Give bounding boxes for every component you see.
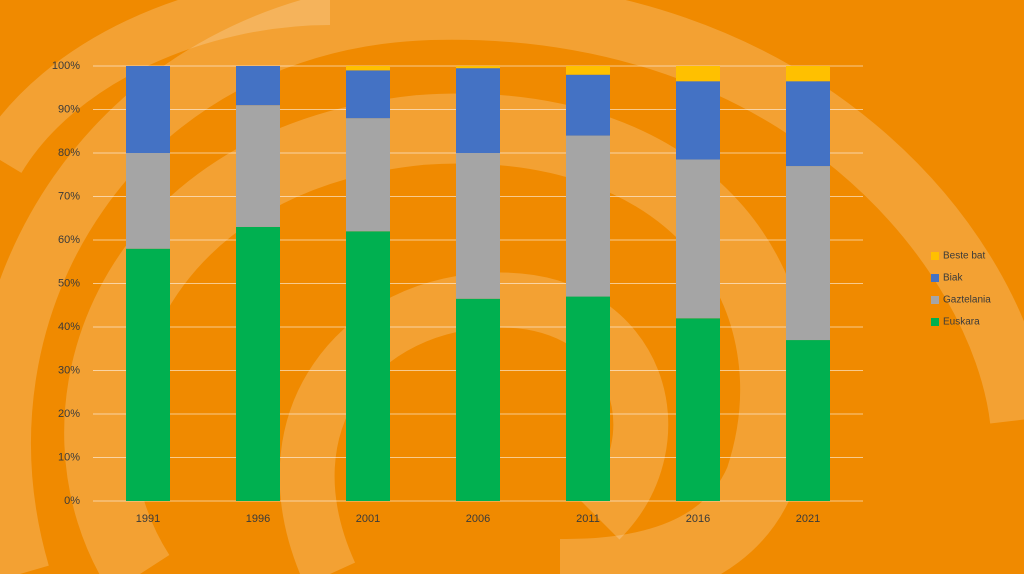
bar-segment <box>346 66 390 71</box>
bar-segment <box>566 66 610 75</box>
bar-segment <box>456 153 500 299</box>
bar-segment <box>786 81 830 167</box>
legend-text: Biak <box>943 273 963 284</box>
bar-segment <box>786 66 830 82</box>
bar-segment <box>236 105 280 227</box>
legend-text: Beste bat <box>943 251 985 262</box>
bar-segment <box>676 318 720 501</box>
x-tick-label: 1996 <box>246 513 270 525</box>
x-tick-label: 2001 <box>356 513 380 525</box>
bar-segment <box>126 248 170 501</box>
y-tick-label: 80% <box>58 147 80 159</box>
bar-segment <box>676 66 720 82</box>
bar-segment <box>126 153 170 249</box>
x-tick-label: 1991 <box>136 513 160 525</box>
bar-segment <box>676 159 720 319</box>
x-tick-label: 2011 <box>576 513 600 525</box>
y-tick-label: 40% <box>58 321 80 333</box>
bar-segment <box>456 66 500 69</box>
bar-segment <box>346 118 390 232</box>
bar-segment <box>456 68 500 153</box>
bar-segment <box>126 66 170 153</box>
bar-segment <box>346 70 390 119</box>
bar-segment <box>456 298 500 501</box>
x-tick-label: 2021 <box>796 513 820 525</box>
y-tick-label: 10% <box>58 451 80 463</box>
y-tick-label: 60% <box>58 234 80 246</box>
x-tick-label: 2016 <box>686 513 710 525</box>
bar-segment <box>346 231 390 502</box>
y-tick-label: 100% <box>52 60 80 72</box>
bar-segment <box>566 296 610 501</box>
legend-text: Gaztelania <box>943 295 991 306</box>
y-tick-label: 70% <box>58 190 80 202</box>
legend-swatch <box>931 252 939 260</box>
bar-segment <box>236 66 280 106</box>
bar-segment <box>786 166 830 341</box>
legend-swatch <box>931 296 939 304</box>
y-tick-label: 20% <box>58 408 80 420</box>
x-tick-label: 2006 <box>466 513 490 525</box>
bar-segment <box>236 226 280 501</box>
bar-segment <box>676 81 720 160</box>
y-tick-label: 0% <box>64 495 80 507</box>
legend-swatch <box>931 318 939 326</box>
legend-swatch <box>931 274 939 282</box>
legend-text: Euskara <box>943 317 980 328</box>
y-tick-label: 90% <box>58 103 80 115</box>
bar-segment <box>566 74 610 136</box>
bar-segment <box>566 135 610 297</box>
bar-segment <box>786 340 830 501</box>
y-tick-label: 30% <box>58 364 80 376</box>
y-tick-label: 50% <box>58 277 80 289</box>
